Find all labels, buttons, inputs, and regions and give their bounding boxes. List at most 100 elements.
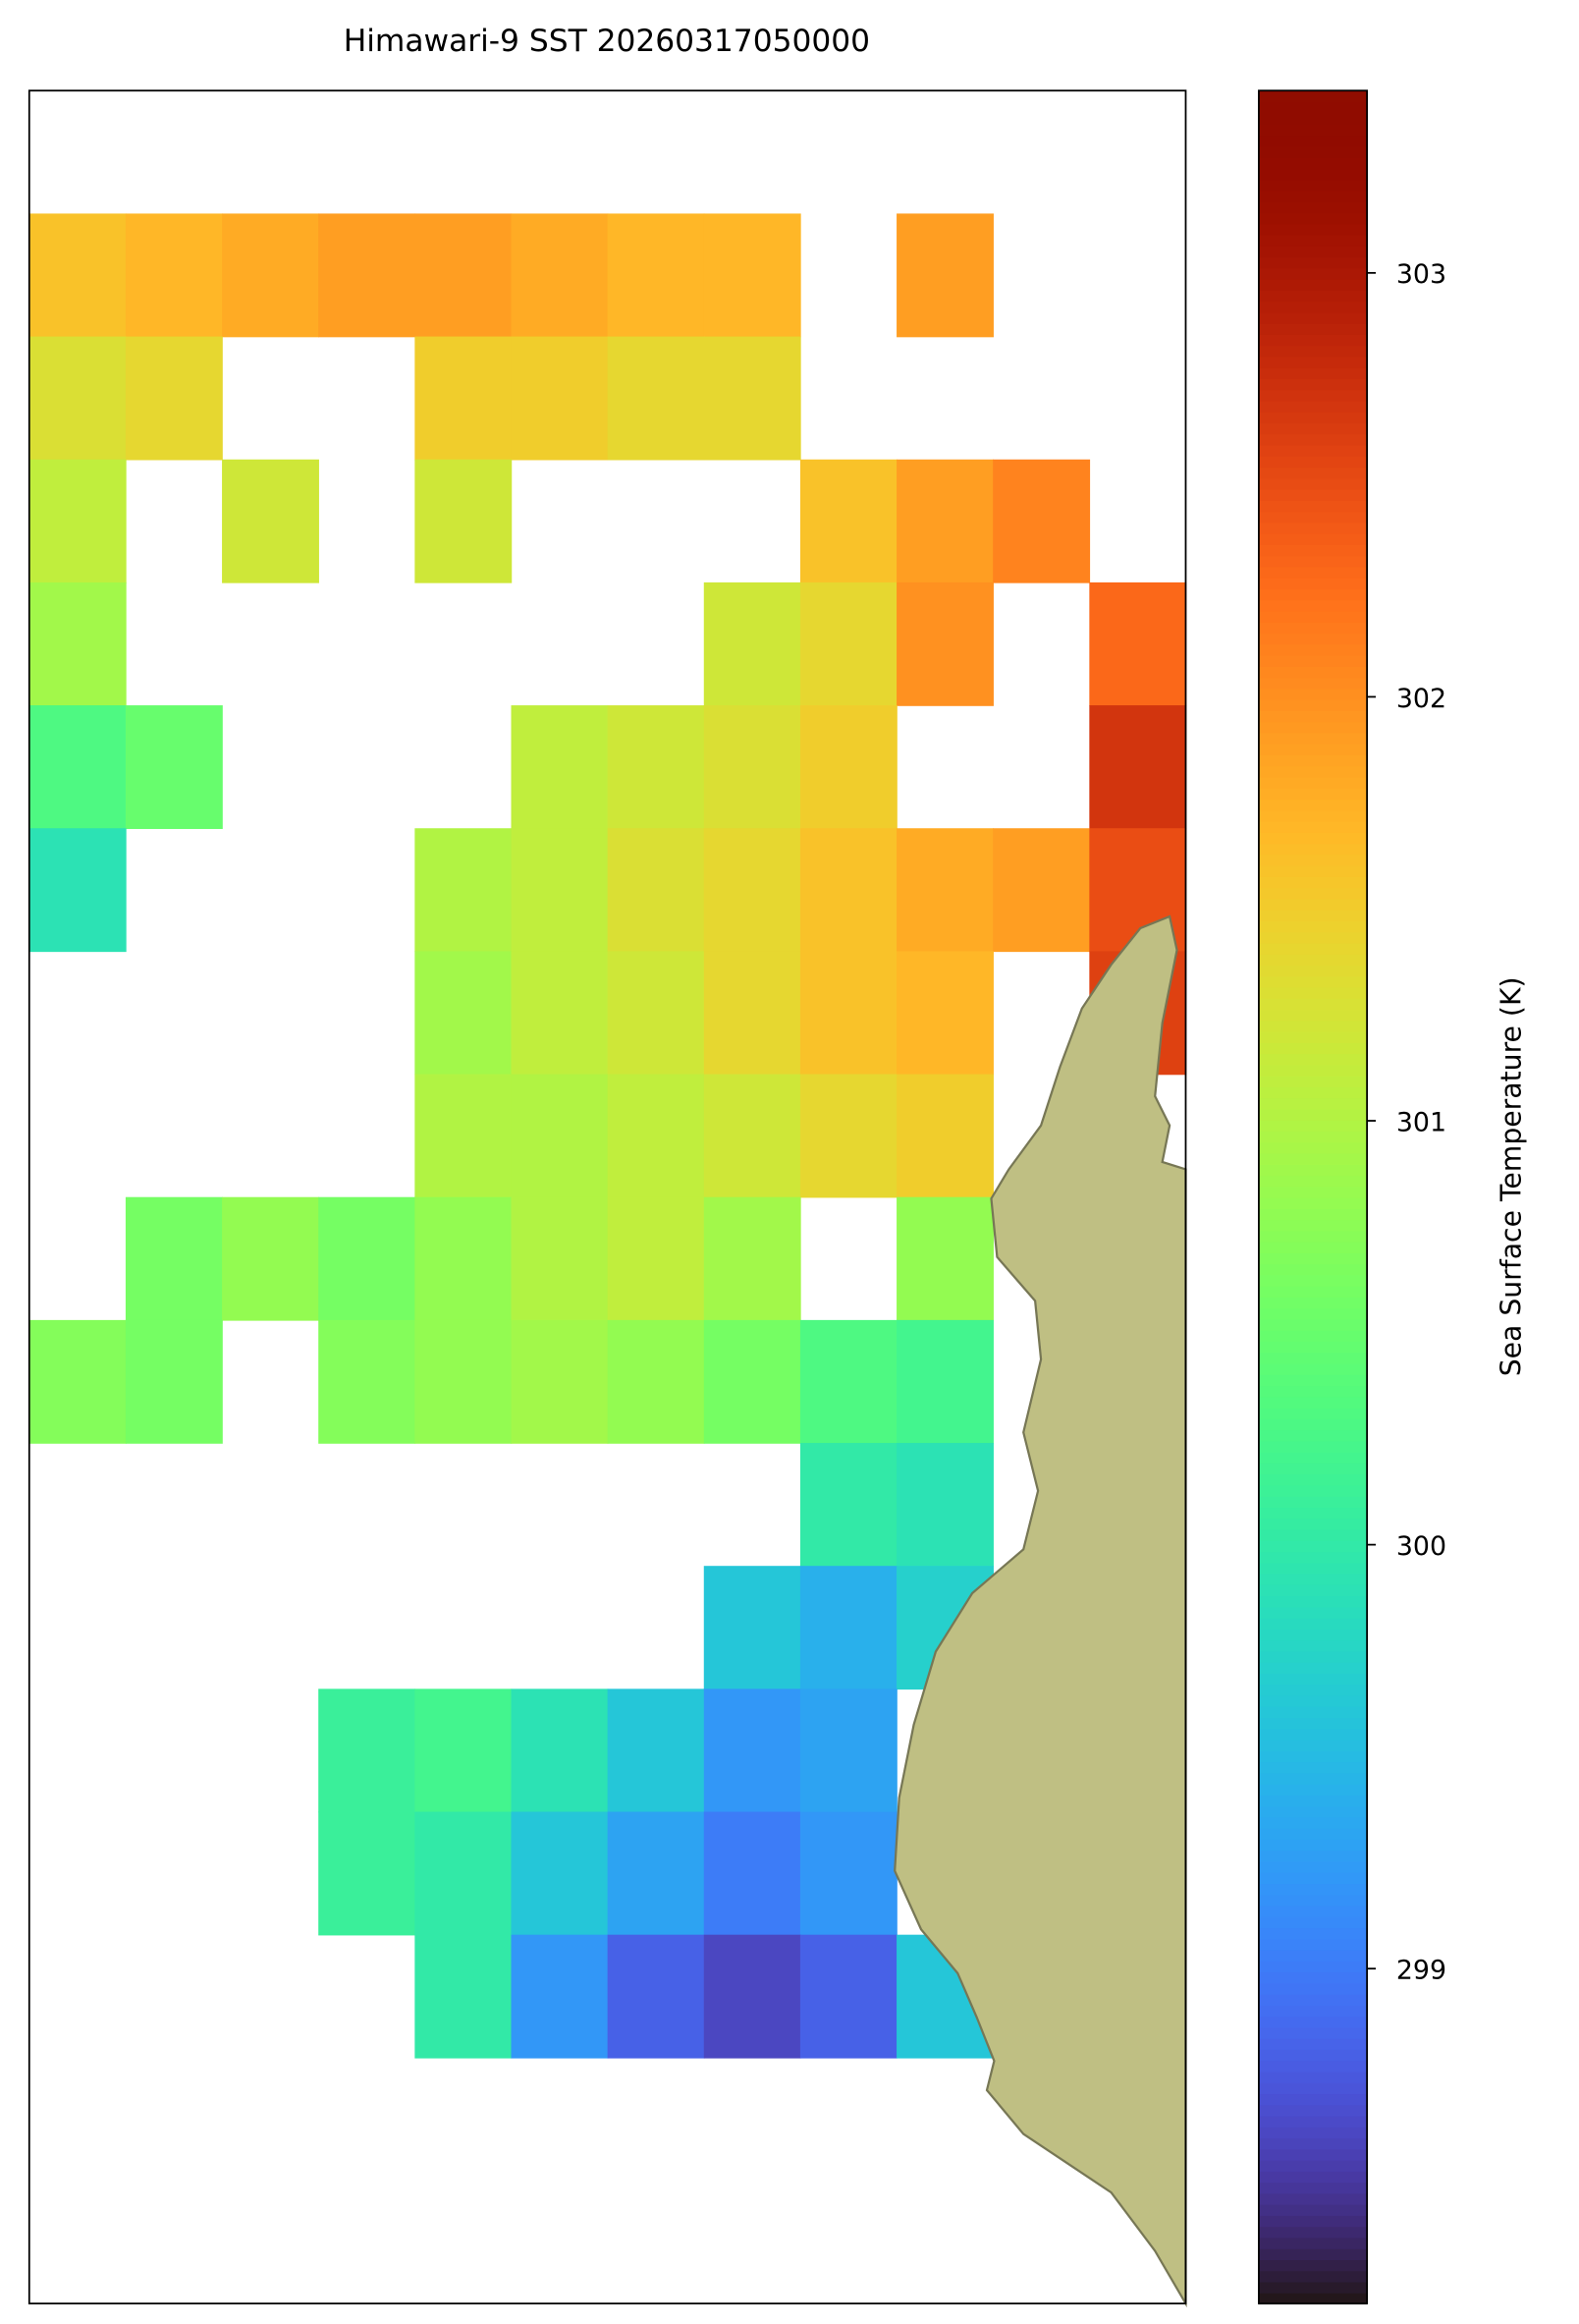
colorbar-segment	[1258, 1539, 1368, 1553]
colorbar-segment	[1258, 1606, 1368, 1619]
sst-cell	[799, 1934, 898, 2059]
sst-cell	[607, 828, 705, 953]
sst-cell	[799, 1074, 898, 1198]
sst-cell	[222, 1196, 319, 1321]
colorbar-segment	[1258, 2203, 1368, 2216]
colorbar-segment	[1258, 1883, 1368, 1896]
colorbar-segment	[1258, 820, 1368, 833]
colorbar-segment	[1258, 831, 1368, 845]
colorbar-segment	[1258, 1617, 1368, 1630]
colorbar-segment	[1258, 666, 1368, 679]
colorbar-segment	[1258, 876, 1368, 889]
colorbar-segment	[1258, 1528, 1368, 1541]
colorbar-segment	[1258, 566, 1368, 579]
colorbar-segment	[1258, 1030, 1368, 1043]
sst-cell	[28, 828, 127, 953]
sst-cell	[703, 336, 801, 461]
sst-cell	[799, 1319, 898, 1444]
colorbar-segment	[1258, 732, 1368, 745]
colorbar-segment	[1258, 2026, 1368, 2039]
colorbar-segment	[1258, 1451, 1368, 1464]
colorbar-segment	[1258, 356, 1368, 368]
colorbar-segment	[1258, 2115, 1368, 2128]
colorbar-segment	[1258, 1894, 1368, 1907]
colorbar-segment	[1258, 1827, 1368, 1840]
sst-cell	[28, 705, 127, 829]
colorbar-segment	[1258, 1042, 1368, 1055]
colorbar-segment	[1258, 90, 1368, 103]
colorbar-segment	[1258, 887, 1368, 900]
colorbar-segment	[1258, 322, 1368, 335]
sst-cell	[414, 1319, 513, 1444]
chart-title: Himawari-9 SST 20260317050000	[344, 24, 870, 59]
colorbar-segment	[1258, 1805, 1368, 1818]
colorbar-segment	[1258, 1982, 1368, 1995]
sst-cell	[414, 828, 513, 953]
colorbar-segment	[1258, 2281, 1368, 2294]
colorbar-segment	[1258, 975, 1368, 988]
sst-cell	[703, 1319, 801, 1444]
sst-cell	[799, 1443, 898, 1567]
colorbar-segment	[1258, 743, 1368, 756]
colorbar-segment	[1258, 2126, 1368, 2139]
colorbar-segment	[1258, 2005, 1368, 2018]
sst-cell	[125, 213, 223, 338]
sst-cell	[799, 951, 898, 1076]
colorbar-segment	[1258, 135, 1368, 147]
colorbar-segment	[1258, 1839, 1368, 1852]
colorbar-segment	[1258, 1352, 1368, 1364]
sst-cell	[511, 1196, 609, 1321]
colorbar-segment	[1258, 1473, 1368, 1486]
sst-cell	[318, 1811, 416, 1936]
sst-cell	[607, 1319, 705, 1444]
sst-cell	[222, 213, 319, 338]
sst-cell	[993, 828, 1091, 953]
colorbar-segment	[1258, 1484, 1368, 1497]
sst-cell	[703, 1566, 801, 1690]
colorbar-segment	[1258, 898, 1368, 911]
colorbar-segment	[1258, 1705, 1368, 1719]
colorbar-segment	[1258, 156, 1368, 170]
colorbar-segment	[1258, 809, 1368, 822]
colorbar-segment	[1258, 1307, 1368, 1320]
colorbar-segment	[1258, 710, 1368, 723]
colorbar-segment	[1258, 168, 1368, 181]
sst-cell	[511, 828, 609, 953]
colorbar-segment	[1258, 1761, 1368, 1774]
colorbar-segment	[1258, 2016, 1368, 2028]
sst-cell	[703, 828, 801, 953]
colorbar-segment	[1258, 422, 1368, 435]
colorbar-segment	[1258, 1960, 1368, 1973]
sst-cell	[511, 1811, 609, 1936]
colorbar-segment	[1258, 1871, 1368, 1885]
colorbar-segment	[1258, 1783, 1368, 1796]
colorbar-segment	[1258, 2237, 1368, 2249]
colorbar-segment	[1258, 532, 1368, 545]
colorbar-segment	[1258, 1285, 1368, 1298]
colorbar-segment	[1258, 677, 1368, 690]
sst-cell	[799, 581, 898, 706]
sst-cell	[799, 1811, 898, 1936]
colorbar-segment	[1258, 212, 1368, 225]
colorbar-segment	[1258, 1595, 1368, 1608]
sst-cell	[414, 1196, 513, 1321]
colorbar-segment	[1258, 1119, 1368, 1133]
sst-cell	[125, 1196, 223, 1321]
colorbar-segment	[1258, 256, 1368, 269]
colorbar-segment	[1258, 190, 1368, 202]
colorbar-segment	[1258, 843, 1368, 856]
colorbar-segment	[1258, 1938, 1368, 1951]
colorbar-segment	[1258, 2081, 1368, 2095]
land	[894, 914, 1187, 2308]
colorbar-segment	[1258, 345, 1368, 358]
colorbar-segment	[1258, 931, 1368, 944]
map-frame	[27, 89, 1187, 2305]
colorbar-segment	[1258, 688, 1368, 700]
colorbar-segment	[1258, 2093, 1368, 2106]
sst-cell	[28, 581, 127, 706]
colorbar-tick-label: 300	[1396, 1531, 1446, 1562]
colorbar-frame	[1258, 89, 1369, 2305]
colorbar-segment	[1258, 1263, 1368, 1276]
sst-cell	[511, 705, 609, 829]
colorbar-segment	[1258, 633, 1368, 645]
